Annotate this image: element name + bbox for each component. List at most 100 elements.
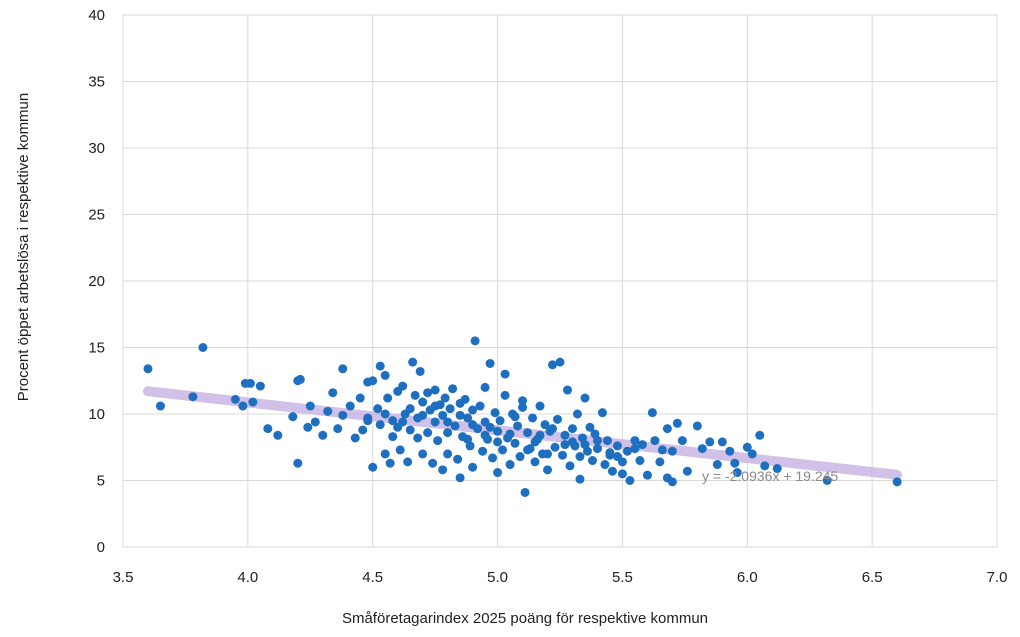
data-point	[198, 343, 208, 352]
data-point	[403, 457, 413, 467]
data-point	[617, 469, 627, 479]
data-point	[245, 378, 255, 388]
data-point	[677, 436, 687, 446]
data-point	[562, 385, 572, 395]
data-point	[438, 465, 448, 475]
data-point	[662, 424, 672, 434]
data-point	[682, 466, 692, 476]
data-point	[760, 461, 770, 471]
data-point	[468, 462, 478, 472]
data-point	[305, 401, 315, 411]
data-point	[642, 470, 652, 480]
data-point	[705, 437, 715, 447]
data-point	[460, 394, 470, 404]
data-point	[530, 457, 540, 467]
axis-ticks: 0 5 10 15 20 25 30 35 40 3.5 4.0 4.5 5.0 5.5 6.0 6.5 7.0	[88, 7, 1007, 586]
x-axis-label: Småföretagarindex 2025 poäng för respekt…	[342, 610, 708, 627]
data-point	[380, 370, 390, 380]
data-point	[490, 408, 500, 418]
y-tick-label: 35	[88, 74, 105, 91]
data-point	[560, 430, 570, 440]
data-point	[395, 445, 405, 455]
data-point	[415, 366, 425, 376]
data-point	[443, 417, 453, 427]
data-point	[493, 468, 503, 478]
data-point	[385, 458, 395, 468]
data-point	[498, 445, 508, 455]
data-point	[470, 336, 480, 346]
data-point	[553, 414, 563, 424]
data-point	[418, 410, 428, 420]
data-point	[667, 477, 677, 487]
data-point	[338, 410, 348, 420]
data-point	[423, 428, 433, 438]
data-point	[248, 397, 258, 407]
data-point	[475, 401, 485, 411]
data-point	[488, 453, 498, 463]
data-point	[510, 438, 520, 448]
data-point	[408, 357, 418, 367]
data-point	[368, 376, 378, 386]
y-tick-label: 20	[88, 273, 105, 290]
data-point	[697, 444, 707, 454]
x-tick-label: 6.0	[737, 569, 758, 586]
data-point	[430, 385, 440, 395]
data-point	[607, 466, 617, 476]
data-point	[450, 421, 460, 431]
data-point	[433, 436, 443, 446]
data-point	[478, 446, 488, 456]
data-point	[453, 454, 463, 464]
data-point	[500, 390, 510, 400]
data-point	[380, 409, 390, 419]
data-point	[612, 452, 622, 462]
data-point	[543, 465, 553, 475]
data-point	[410, 390, 420, 400]
y-tick-label: 15	[88, 340, 105, 357]
data-point	[892, 477, 902, 487]
data-point	[295, 374, 305, 384]
data-point	[463, 434, 473, 444]
data-point	[480, 382, 490, 392]
data-point	[592, 436, 602, 446]
x-tick-label: 7.0	[987, 569, 1008, 586]
data-point	[358, 425, 368, 435]
data-point	[580, 440, 590, 450]
data-point	[443, 428, 453, 438]
data-point	[557, 450, 567, 460]
data-point	[468, 420, 478, 430]
data-point	[398, 417, 408, 427]
data-point	[592, 444, 602, 454]
data-point	[513, 421, 523, 431]
data-point	[443, 449, 453, 459]
data-point	[725, 446, 735, 456]
data-point	[288, 412, 298, 422]
data-point	[523, 428, 533, 438]
data-point	[405, 425, 415, 435]
data-point	[747, 449, 757, 459]
data-point	[650, 436, 660, 446]
data-point	[515, 452, 525, 462]
data-point	[363, 413, 373, 423]
data-point	[523, 445, 533, 455]
data-point	[143, 364, 153, 374]
data-point	[430, 417, 440, 427]
data-point	[468, 405, 478, 415]
x-tick-label: 6.5	[862, 569, 883, 586]
data-point	[742, 442, 752, 452]
data-point	[398, 381, 408, 391]
data-point	[625, 476, 635, 485]
data-point	[602, 436, 612, 446]
data-points	[143, 336, 902, 497]
data-point	[585, 422, 595, 432]
data-point	[567, 424, 577, 434]
x-tick-label: 4.0	[237, 569, 258, 586]
data-point	[430, 401, 440, 411]
data-point	[388, 416, 398, 426]
data-point	[575, 452, 585, 462]
data-point	[328, 388, 338, 398]
data-point	[548, 360, 558, 370]
x-tick-label: 4.5	[362, 569, 383, 586]
x-tick-label: 5.5	[612, 569, 633, 586]
data-point	[338, 364, 348, 374]
data-point	[500, 369, 510, 379]
